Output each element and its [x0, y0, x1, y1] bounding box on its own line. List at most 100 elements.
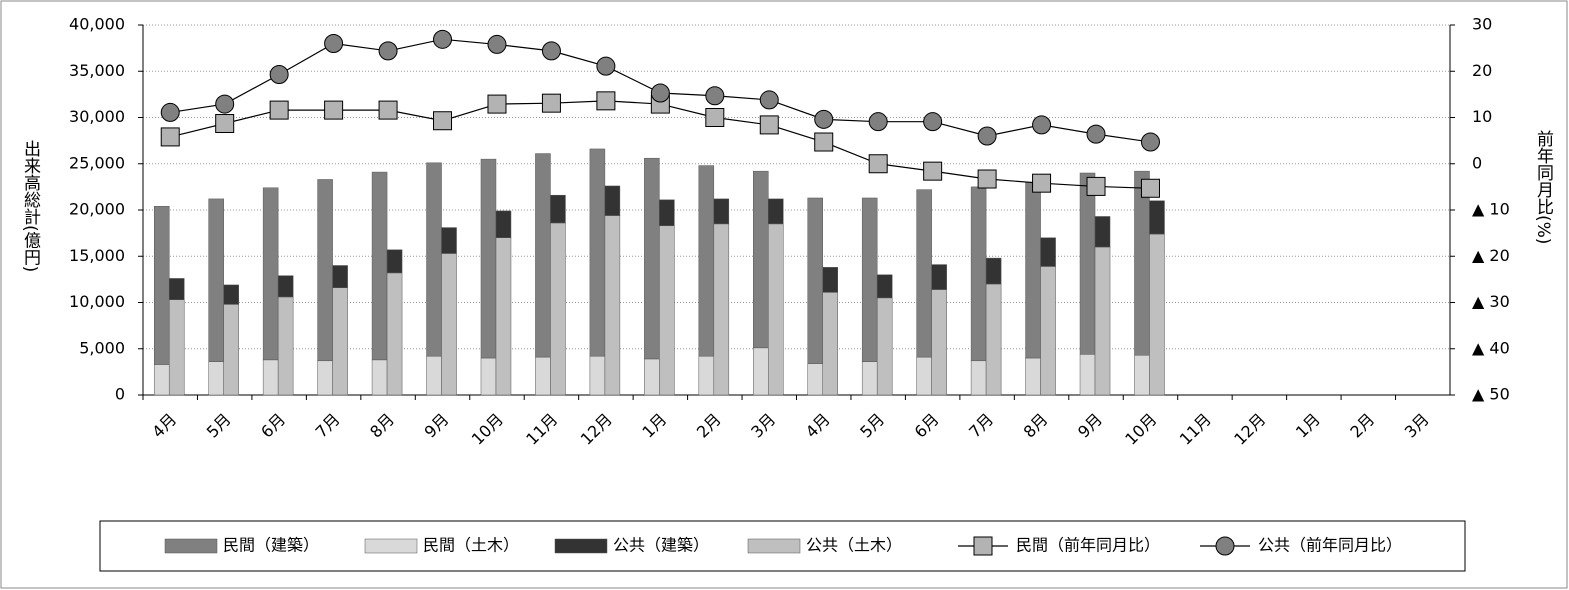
legend-swatch [747, 538, 801, 554]
bar [277, 296, 294, 396]
bar [876, 297, 893, 396]
marker [759, 115, 779, 135]
marker [215, 114, 235, 134]
marker [269, 64, 289, 84]
bar [1040, 266, 1056, 396]
bar [223, 284, 239, 305]
marker [814, 109, 834, 129]
bar [970, 186, 987, 362]
bar [495, 237, 512, 396]
marker [487, 34, 507, 54]
marker [541, 41, 561, 61]
bar [332, 265, 348, 288]
marker [977, 126, 997, 146]
bar [970, 360, 987, 396]
bar [807, 363, 823, 396]
bar [713, 198, 730, 225]
legend-label: 民間（土木） [423, 536, 519, 555]
y-axis-title: 出来高総計(億円) [20, 140, 41, 272]
bar [604, 215, 621, 396]
bar [480, 357, 497, 396]
marker [923, 161, 943, 181]
bar [262, 359, 279, 396]
y2-tick-label: ▲ 50 [1472, 385, 1510, 404]
bar [168, 278, 185, 300]
bar [153, 206, 170, 365]
marker [1140, 132, 1160, 152]
marker [977, 169, 997, 189]
legend-marker [1215, 536, 1235, 556]
bar [277, 275, 294, 298]
bar [985, 257, 1002, 285]
bar [698, 355, 715, 396]
bar [262, 187, 279, 361]
marker [433, 29, 453, 49]
y-tick-label: 10,000 [69, 292, 125, 311]
bar [644, 157, 660, 360]
bar [426, 355, 442, 396]
y2-tick-label: 0 [1472, 153, 1482, 172]
y-tick-label: 5,000 [79, 338, 125, 357]
bar [1134, 354, 1150, 396]
bar [495, 210, 512, 239]
marker [1140, 178, 1160, 198]
bar [861, 361, 878, 396]
bar [822, 267, 838, 293]
y-tick-label: 20,000 [69, 200, 125, 219]
bar [807, 197, 823, 364]
bar [153, 364, 170, 396]
bar [1079, 172, 1096, 355]
bar [753, 347, 769, 396]
bar [1094, 216, 1111, 248]
marker [1032, 115, 1052, 135]
bar [876, 274, 893, 299]
legend-label: 公共（前年同月比） [1258, 536, 1402, 555]
bar [713, 223, 730, 396]
y2-tick-label: ▲ 40 [1472, 338, 1510, 357]
bar [1025, 357, 1041, 396]
y2-tick-label: ▲ 30 [1472, 292, 1510, 311]
marker [705, 108, 725, 127]
bar [317, 360, 333, 396]
bar [916, 189, 932, 358]
bar [426, 162, 442, 357]
bar [208, 361, 224, 396]
marker [487, 94, 507, 114]
legend-label: 公共（建築） [613, 536, 709, 555]
marker [868, 154, 888, 174]
legend-label: 民間（前年同月比） [1016, 536, 1160, 555]
bar [535, 153, 551, 358]
bar [768, 223, 784, 396]
legend-swatch [364, 538, 418, 554]
bar [332, 287, 348, 396]
y2-tick-label: ▲ 10 [1472, 200, 1510, 219]
legend-label: 公共（土木） [806, 536, 902, 555]
bar [317, 179, 333, 362]
marker [1086, 124, 1106, 144]
marker [596, 56, 616, 76]
marker [160, 127, 180, 147]
bar [1079, 354, 1096, 396]
bar [441, 253, 457, 396]
bar [371, 359, 388, 396]
marker [759, 90, 779, 110]
y-tick-label: 25,000 [69, 153, 125, 172]
y-tick-label: 40,000 [69, 15, 125, 34]
bar [208, 198, 224, 362]
bar [604, 185, 621, 216]
bar [659, 199, 675, 226]
bar [1149, 233, 1165, 396]
marker [705, 86, 725, 106]
y-tick-label: 35,000 [69, 61, 125, 80]
bar [371, 171, 388, 361]
marker [923, 112, 943, 132]
legend-marker [973, 536, 993, 556]
bar [659, 225, 675, 396]
y2-tick-label: 20 [1472, 61, 1492, 80]
bar [698, 165, 715, 357]
legend-swatch [164, 538, 218, 554]
marker [324, 100, 344, 120]
legend-label: 民間（建築） [223, 536, 319, 555]
